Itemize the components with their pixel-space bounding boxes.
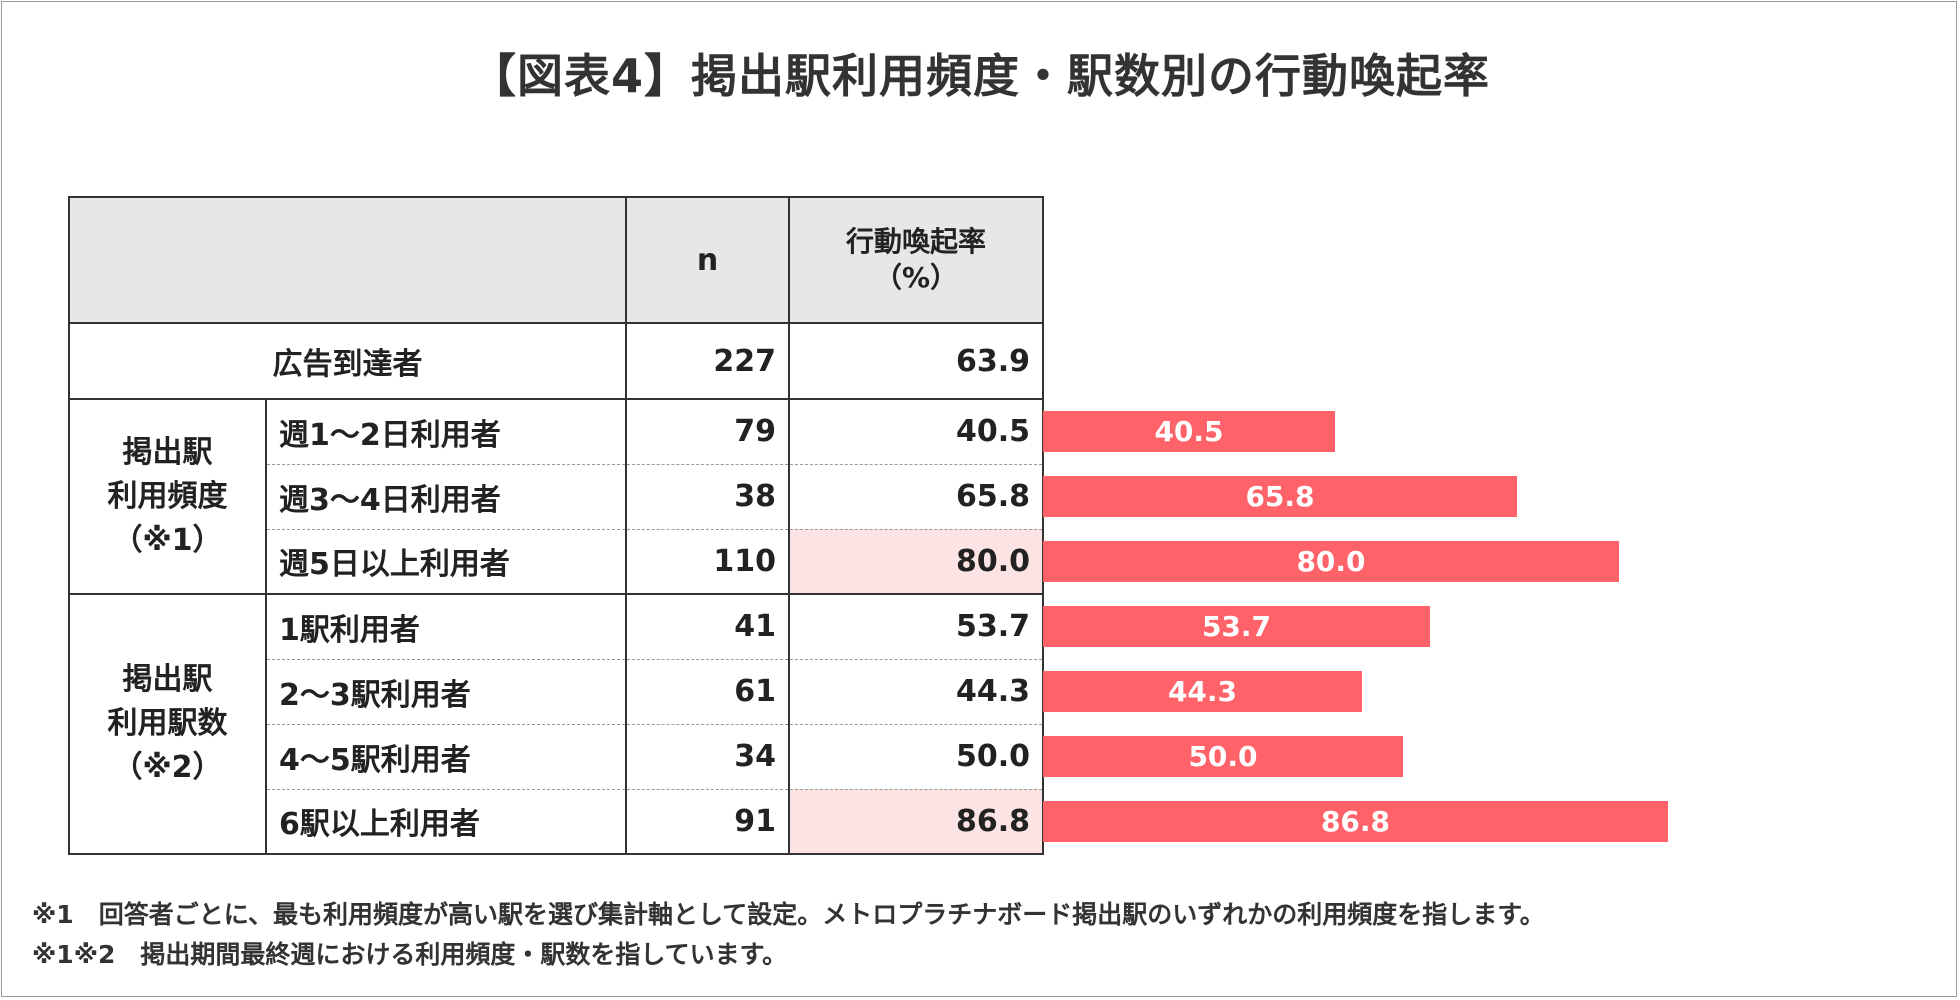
data-table: n 行動喚起率 （%） 広告到達者 227 63.9 掲出駅 利用頻度 （※1）… [68,196,1044,855]
table-row: 6駅以上利用者 91 86.8 [69,789,1044,855]
row-n: 34 [625,724,790,790]
group-label-line: （※1） [112,522,223,558]
row-rate: 44.3 [788,659,1044,725]
footnote-1: ※1 回答者ごとに、最も利用頻度が高い駅を選び集計軸として設定。メトロプラチナボ… [32,900,1545,929]
table-row: 週3～4日利用者 38 65.8 [69,464,1044,530]
figure-title: 【図表4】掲出駅利用頻度・駅数別の行動喚起率 [469,49,1490,103]
table-row: 掲出駅 利用駅数 （※2） 1駅利用者 41 53.7 [68,594,1044,855]
group-label-line: （※2） [112,750,223,785]
table-row: 週5日以上利用者 110 80.0 [69,529,1044,595]
row-rate: 50.0 [788,724,1044,790]
group-label-line: 掲出駅 [122,434,213,470]
total-rate: 63.9 [788,323,1044,400]
row-label: 4～5駅利用者 [265,724,627,790]
row-label: 6駅以上利用者 [265,789,627,855]
total-row: 広告到達者 227 63.9 [68,323,1044,400]
header-rate-line2: （%） [873,261,959,294]
row-n: 110 [625,529,790,595]
table-row: 掲出駅 利用頻度 （※1） 週1～2日利用者 79 40.5 [68,399,1044,595]
table-row: 4～5駅利用者 34 50.0 [69,724,1044,790]
header-n: n [625,196,790,324]
row-label: 週5日以上利用者 [265,529,627,595]
group-label-line: 利用駅数 [107,706,228,741]
group-label-line: 掲出駅 [122,662,213,697]
row-n: 61 [625,659,790,725]
row-rate-highlighted: 80.0 [788,529,1044,595]
group-label-line: 利用頻度 [107,478,228,514]
total-n: 227 [625,323,790,400]
row-label: 週3～4日利用者 [265,464,627,530]
row-n: 91 [625,789,790,855]
footnotes: ※1 回答者ごとに、最も利用頻度が高い駅を選び集計軸として設定。メトロプラチナボ… [32,895,1545,975]
row-n: 41 [625,594,790,660]
row-n: 79 [625,399,790,465]
row-rate: 40.5 [788,399,1044,465]
total-label: 広告到達者 [68,323,627,400]
row-n: 38 [625,464,790,530]
header-rate-line1: 行動喚起率 [845,225,986,258]
header-rate: 行動喚起率 （%） [788,196,1044,324]
row-label: 2～3駅利用者 [265,659,627,725]
row-label: 週1～2日利用者 [265,399,627,465]
table-header-row: n 行動喚起率 （%） [68,196,1044,324]
footnote-2: ※1※2 掲出期間最終週における利用頻度・駅数を指しています。 [32,940,788,969]
table-row: 2～3駅利用者 61 44.3 [69,659,1044,725]
group-label-station-count: 掲出駅 利用駅数 （※2） [68,594,267,855]
row-rate-highlighted: 86.8 [788,789,1044,855]
header-blank-cell [68,196,627,324]
row-label: 1駅利用者 [265,594,627,660]
row-rate: 65.8 [788,464,1044,530]
group-label-frequency: 掲出駅 利用頻度 （※1） [68,399,267,595]
row-rate: 53.7 [788,594,1044,660]
